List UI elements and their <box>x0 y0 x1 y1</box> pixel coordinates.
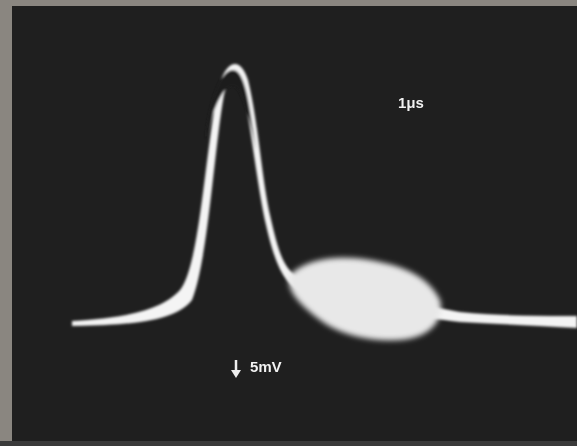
voltage-scale-label: 5mV <box>250 359 282 376</box>
time-scale-label: 1μs <box>398 95 424 112</box>
oscilloscope-photo: 1μs 5mV <box>0 0 577 441</box>
screen <box>12 6 577 441</box>
